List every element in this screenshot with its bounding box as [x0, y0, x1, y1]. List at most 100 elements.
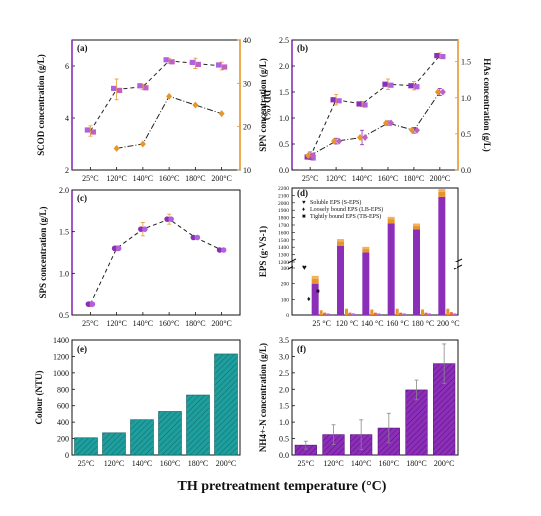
bar-colour: [130, 419, 154, 456]
y2-tick-label: 0.5: [461, 130, 471, 139]
legend-symbol: ♥: [302, 200, 306, 206]
axis-break: [453, 264, 463, 270]
bar-s-eps: [413, 223, 420, 226]
bar-lb-eps: [337, 241, 344, 246]
axis-break: [287, 258, 297, 264]
data-point-scod: [189, 59, 195, 65]
y2-axis-title: DD (%): [262, 90, 272, 120]
panel-d-chart: 1200130014001500160017001800190020002100…: [258, 186, 463, 328]
bar-tb-eps: [438, 196, 446, 315]
y2-tick-label: 1.5: [461, 58, 471, 67]
y-tick-label: 0.5: [59, 311, 69, 320]
data-point-has: [439, 88, 446, 96]
data-point-spn: [382, 81, 388, 87]
data-point-dd: [139, 140, 146, 148]
bar-colour: [102, 432, 126, 456]
x-tick-label: 200°C: [211, 174, 232, 183]
data-point-dd: [192, 101, 199, 109]
legend-label: Loosely bound EPS (LB-EPS): [310, 206, 383, 213]
y-tick-label: 2.5: [279, 36, 289, 45]
plot-frame: [71, 39, 241, 171]
panel-label: (f): [297, 344, 306, 354]
y-tick-label: 1000: [53, 369, 69, 378]
y-tick-label: 2: [65, 166, 69, 175]
bar-lb-eps: [362, 249, 370, 253]
y-tick-label: 2.0: [279, 62, 289, 71]
x-tick-label: 180 °C: [412, 319, 435, 328]
y-tick-label: 600: [57, 402, 69, 411]
y-tick-label: 1400: [278, 245, 289, 251]
x-tick-label: 180°C: [185, 319, 206, 328]
y-axis-title: SCOD concentration (g/L): [36, 54, 46, 156]
data-point-dd: [218, 110, 225, 118]
bar-tb-eps: [413, 229, 420, 315]
y-tick-label: 1.5: [279, 88, 289, 97]
legend-label: Tightly bound EPS (TB-EPS): [310, 213, 381, 220]
y-tick-label: 3.5: [279, 336, 289, 345]
panel-label: (a): [77, 43, 88, 53]
panel-c-chart: 0.5 1.0 1.5 2.0 25°C 120°C 140°C 160°C 180°C 200°…: [38, 186, 241, 328]
y-tick-label: 1800: [278, 216, 289, 222]
series-line-sps: [89, 218, 222, 305]
x-axis-title: TH pretreatment temperature (°C): [178, 479, 387, 494]
x-tick-label: 160°C: [159, 174, 180, 183]
y-tick-label: 1300: [278, 253, 289, 259]
data-point-sps: [142, 226, 148, 232]
bar-small-seps: [319, 310, 323, 315]
x-tick-label: 200 °C: [437, 319, 460, 328]
y-tick-label: 2100: [278, 193, 289, 199]
data-point-spn: [388, 82, 394, 88]
bar-s-eps: [362, 246, 370, 250]
x-tick-label: 200°C: [211, 319, 232, 328]
panel-e-chart: 0 200 400 600 800 1000 1200 1400 (e) Colour (NTU)…: [34, 336, 241, 468]
y-tick-label: 800: [57, 385, 69, 394]
y2-tick-label: 20: [243, 123, 251, 132]
y-tick-label: 1500: [278, 238, 289, 244]
x-tick-label: 120°C: [104, 459, 125, 468]
legend-symbol: ■: [302, 214, 306, 220]
data-point-scod: [195, 61, 201, 67]
panel-a-chart: 2 4 6 10 20 30 40 25°C 120°C 140°C 160°C 180°C 200°C…: [36, 36, 272, 183]
data-point-scod: [84, 127, 90, 133]
data-point-sps: [190, 234, 197, 241]
legend-label: Soluble EPS (S-EPS): [310, 199, 361, 206]
y-tick-label: 6: [65, 62, 69, 71]
data-point-has: [413, 126, 420, 134]
x-tick-label: 120 °C: [336, 319, 359, 328]
y-tick-label: 1400: [53, 336, 69, 345]
series-line-spn: [309, 55, 441, 158]
y-tick-label: 400: [57, 418, 69, 427]
y-axis-title: SPS concentration (g/L): [38, 207, 48, 299]
panel-label: (c): [77, 193, 87, 203]
panel-label: (e): [77, 344, 87, 354]
y-tick-label: 2.0: [59, 186, 69, 195]
y2-tick-label: 40: [243, 36, 251, 45]
data-point-sps: [138, 226, 144, 232]
data-point-scod: [117, 87, 123, 93]
data-point-sps: [111, 245, 118, 252]
y-tick-label: 2.0: [279, 385, 289, 394]
bar-small-seps: [421, 309, 424, 315]
data-point-sps: [89, 301, 96, 307]
y-axis-title: NH4+-N concentration (g/L): [258, 343, 268, 452]
data-point-sps: [220, 247, 227, 253]
series-line-has: [309, 91, 441, 156]
y2-tick-label: 30: [243, 79, 251, 88]
y-tick-label: 4: [65, 114, 69, 123]
data-point-scod: [169, 59, 175, 65]
plot-frame: [71, 189, 241, 316]
data-point-scod: [143, 85, 149, 91]
bar-small-tbeps: [352, 313, 355, 315]
y-tick-label: 200: [57, 435, 69, 444]
data-point-scod: [216, 62, 222, 68]
y-tick-label: 1700: [278, 223, 289, 229]
x-tick-label: 120°C: [106, 319, 127, 328]
bar-lb-eps: [438, 191, 446, 197]
y-tick-label: 0.5: [279, 435, 289, 444]
data-point-scod: [222, 64, 228, 70]
x-tick-label: 160°C: [378, 174, 399, 183]
data-point-spn: [408, 83, 414, 89]
y-tick-label: 1.5: [279, 402, 289, 411]
x-tick-label: 140°C: [133, 319, 154, 328]
bar-small-lbeps: [399, 312, 403, 315]
